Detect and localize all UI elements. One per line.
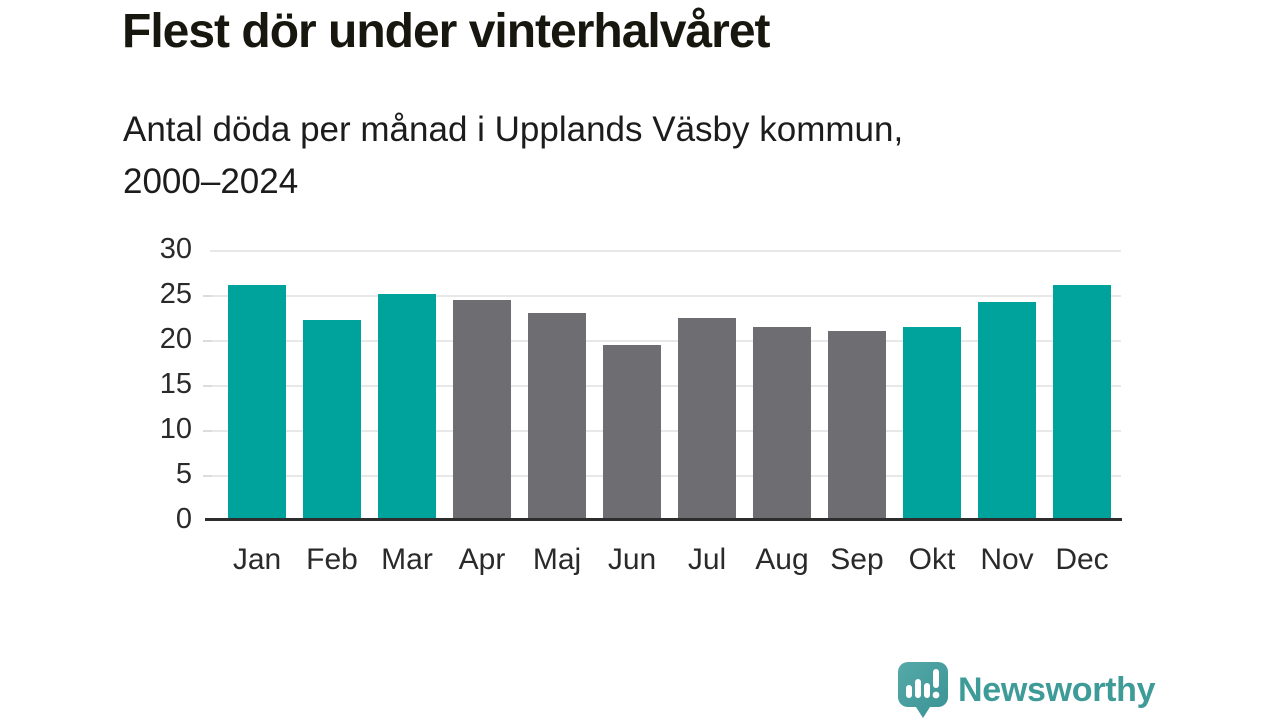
chart-subtitle: Antal döda per månad i Upplands Väsby ko… bbox=[123, 110, 904, 201]
gridline bbox=[210, 250, 1121, 252]
gridline bbox=[210, 430, 1121, 432]
y-axis-tick bbox=[203, 475, 212, 477]
x-axis-line bbox=[205, 518, 1122, 521]
x-axis-label: Aug bbox=[755, 543, 809, 576]
y-axis-tick-label: 0 bbox=[175, 502, 192, 535]
gridline bbox=[210, 385, 1121, 387]
x-axis-label: Sep bbox=[830, 543, 884, 576]
bar-jun bbox=[603, 345, 661, 520]
x-axis-label: Mar bbox=[381, 543, 433, 576]
x-axis-label: Okt bbox=[908, 543, 956, 576]
x-axis-label: Nov bbox=[980, 543, 1034, 576]
y-axis-tick-label: 20 bbox=[159, 322, 192, 355]
x-axis-label: Apr bbox=[458, 543, 506, 576]
bar-maj bbox=[528, 313, 586, 520]
bar-jul bbox=[678, 317, 736, 520]
y-axis-tick bbox=[203, 295, 212, 297]
bar-sep bbox=[828, 331, 886, 520]
x-axis-label: Jul bbox=[687, 543, 727, 576]
y-axis-tick-label: 30 bbox=[159, 232, 192, 265]
newsworthy-wordmark: Newsworthy bbox=[958, 671, 1156, 709]
plot-area: 0 5 10 15 20 25 30 Jan Feb Mar Apr Maj Jun Jul Aug Sep O… bbox=[160, 234, 1122, 575]
y-axis-tick-label: 15 bbox=[159, 367, 192, 400]
bar-okt bbox=[903, 326, 961, 520]
gridline bbox=[210, 475, 1121, 477]
bar-dec bbox=[1053, 285, 1111, 520]
x-axis-label: Jan bbox=[232, 543, 282, 576]
x-axis-label: Maj bbox=[532, 543, 582, 576]
chart-title: Flest dör under vinterhalvåret bbox=[122, 5, 771, 58]
x-axis-label: Feb bbox=[306, 543, 358, 576]
bar-apr bbox=[453, 300, 511, 520]
gridline bbox=[210, 340, 1121, 342]
x-axis-label: Jun bbox=[607, 543, 657, 576]
x-axis-label: Dec bbox=[1055, 543, 1109, 576]
y-axis-tick bbox=[203, 340, 212, 342]
y-axis-tick bbox=[203, 385, 212, 387]
y-axis-tick-label: 10 bbox=[159, 412, 192, 445]
bar-chart-speech-bubble-icon bbox=[898, 662, 948, 718]
y-axis-tick-label: 5 bbox=[175, 457, 192, 490]
y-axis-tick bbox=[203, 430, 212, 432]
newsworthy-logo: Newsworthy bbox=[898, 662, 1156, 718]
bar-aug bbox=[753, 327, 811, 520]
y-axis-tick-label: 25 bbox=[159, 277, 192, 310]
bar-mar bbox=[378, 294, 436, 520]
bar-nov bbox=[978, 302, 1036, 520]
gridline bbox=[210, 295, 1121, 297]
bar-jan bbox=[228, 285, 286, 520]
bar-feb bbox=[303, 320, 361, 520]
